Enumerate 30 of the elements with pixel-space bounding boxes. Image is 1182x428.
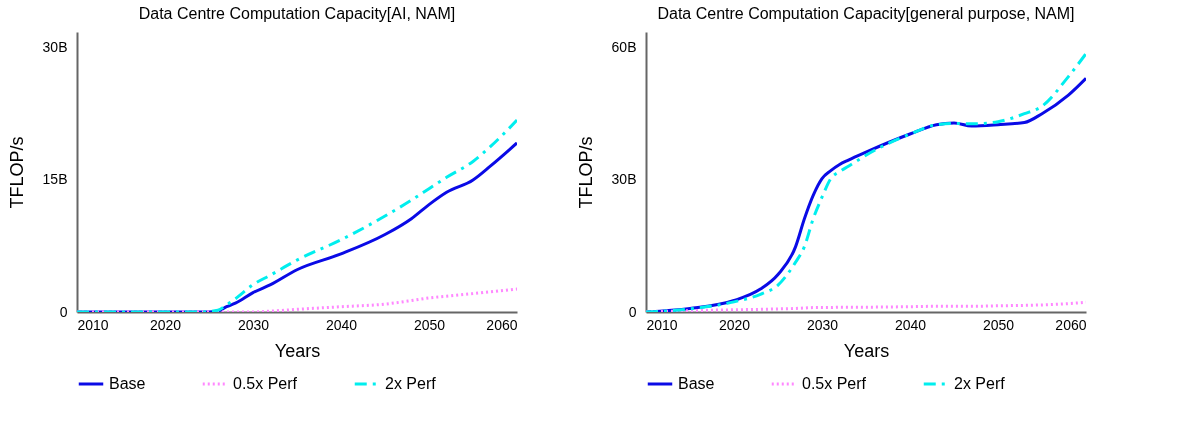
legend-label: Base xyxy=(678,375,715,392)
legend-label: 0.5x Perf xyxy=(802,375,867,392)
y-tick-label: 60B xyxy=(611,38,637,55)
x-tick-label: 2060 xyxy=(1055,316,1087,333)
chart-title: Data Centre Computation Capacity[AI, NAM] xyxy=(138,5,456,22)
x-tick-label: 2060 xyxy=(486,316,518,333)
y-axis-title: TFLOP/s xyxy=(6,136,27,209)
y-tick-label: 15B xyxy=(42,171,68,188)
x-tick-label: 2020 xyxy=(149,316,182,333)
x-tick-label: 2020 xyxy=(718,316,751,333)
legend-label: 2x Perf xyxy=(954,375,1006,392)
x-tick-label: 2010 xyxy=(646,316,678,333)
y-tick-label: 0 xyxy=(628,303,637,320)
x-tick-label: 2050 xyxy=(982,316,1015,333)
x-tick-label: 2040 xyxy=(325,316,358,333)
x-tick-label: 2010 xyxy=(77,316,109,333)
legend-label: Base xyxy=(109,375,146,392)
x-axis-title: Years xyxy=(274,340,321,361)
x-tick-label: 2030 xyxy=(237,316,270,333)
y-axis-title: TFLOP/s xyxy=(575,136,596,209)
x-tick-label: 2030 xyxy=(806,316,839,333)
legend-label: 0.5x Perf xyxy=(233,375,298,392)
x-axis-title: Years xyxy=(843,340,890,361)
x-tick-label: 2050 xyxy=(413,316,446,333)
y-tick-label: 30B xyxy=(611,171,637,188)
chart-title: Data Centre Computation Capacity[general purpose, NAM] xyxy=(657,5,1075,22)
legend-label: 2x Perf xyxy=(385,375,437,392)
y-tick-label: 30B xyxy=(42,39,68,56)
y-tick-label: 0 xyxy=(59,303,68,320)
x-tick-label: 2040 xyxy=(894,316,927,333)
